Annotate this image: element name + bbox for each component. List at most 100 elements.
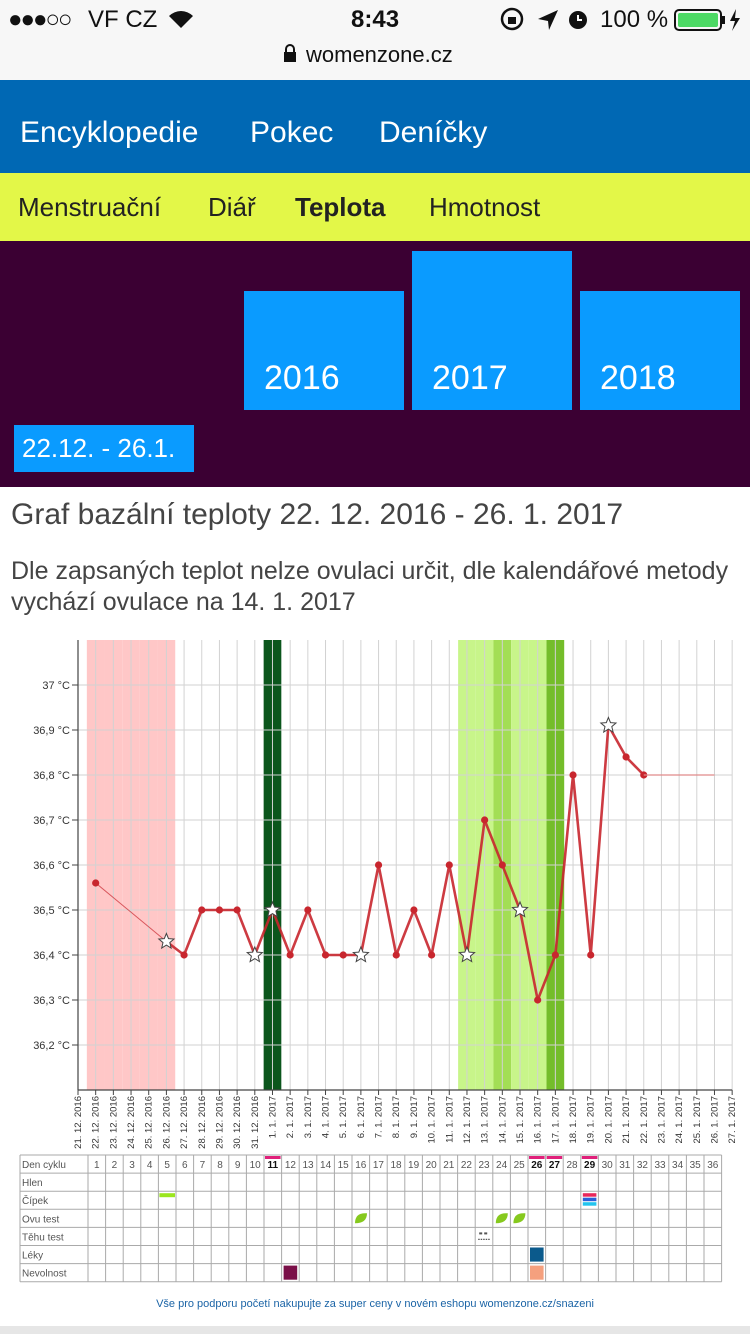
entry-part — [283, 1265, 298, 1280]
x-tick-label: 20. 1. 2017 — [603, 1096, 614, 1144]
nav-item[interactable]: Pokec — [250, 116, 334, 149]
cycle-day: 11 — [268, 1160, 279, 1171]
x-tick-label: 17. 1. 2017 — [550, 1096, 561, 1144]
x-tick-label: 22. 12. 2016 — [91, 1096, 102, 1149]
period-button[interactable]: 22.12. - 26.1. — [14, 425, 194, 472]
cycle-day: 12 — [285, 1160, 297, 1171]
battery-level: 100 % — [600, 6, 669, 33]
y-tick-label: 36,4 °C — [33, 950, 70, 962]
dot-marker — [498, 861, 506, 869]
y-tick-label: 37 °C — [42, 680, 70, 692]
x-tick-label: 6. 1. 2017 — [356, 1096, 367, 1138]
year-label: 2016 — [264, 359, 340, 397]
cycle-day: 18 — [390, 1160, 402, 1171]
dot-marker — [392, 951, 400, 959]
year-tile[interactable]: 2016 — [244, 291, 404, 410]
entry-part — [513, 1213, 526, 1224]
subnav-item[interactable]: Hmotnost — [429, 192, 541, 222]
cycle-day: 27 — [549, 1160, 561, 1171]
temperature-line — [165, 724, 645, 1002]
x-tick-label: 19. 1. 2017 — [586, 1096, 597, 1144]
footer-link[interactable]: Vše pro podporu početí nakupujte za supe… — [156, 1298, 594, 1310]
cycle-day: 32 — [637, 1160, 649, 1171]
chart: 21. 12. 2016 22. 12. 2016 23. 12. 2016 24. … — [0, 640, 750, 1334]
lock-icon — [284, 44, 296, 62]
gap-bridge — [95, 882, 167, 942]
cycle-day: 26 — [531, 1160, 543, 1171]
x-tick-label: 28. 12. 2016 — [197, 1096, 208, 1149]
entry-leaf — [513, 1213, 526, 1224]
dot-marker — [233, 906, 241, 914]
entry-part — [484, 1232, 488, 1235]
cycle-day: 23 — [478, 1160, 490, 1171]
cycle-day: 29 — [584, 1160, 596, 1171]
cycle-day: 2 — [112, 1160, 118, 1171]
x-tick-label: 23. 1. 2017 — [656, 1096, 667, 1144]
x-tick-label: 13. 1. 2017 — [480, 1096, 491, 1144]
x-tick-label: 24. 1. 2017 — [674, 1096, 685, 1144]
x-tick-label: 23. 12. 2016 — [108, 1096, 119, 1149]
x-tick-label: 21. 1. 2017 — [621, 1096, 632, 1144]
entry-part — [355, 1213, 367, 1224]
year-selector: 2016 2017 2018 22.12. - 26.1. — [0, 241, 750, 487]
nav-item[interactable]: Deníčky — [379, 116, 488, 149]
y-tick-label: 36,6 °C — [33, 860, 70, 872]
day-highlight — [529, 1156, 545, 1159]
entry-part — [582, 1202, 597, 1206]
x-tick-label: 29. 12. 2016 — [214, 1096, 225, 1149]
cycle-day: 14 — [320, 1160, 332, 1171]
dot-marker — [339, 951, 347, 959]
entry-part — [582, 1193, 597, 1197]
x-tick-label: 30. 12. 2016 — [232, 1096, 243, 1149]
entry-part — [495, 1213, 508, 1224]
url[interactable]: womenzone.cz — [306, 42, 453, 67]
entry-bar — [159, 1193, 175, 1198]
day-highlight — [546, 1156, 563, 1159]
year-tile-active[interactable]: 2017 — [412, 251, 572, 410]
subnav-item[interactable]: Diář — [208, 192, 256, 222]
x-tick-label: 27. 1. 2017 — [727, 1096, 738, 1144]
subnav-item-active[interactable]: Teplota — [295, 192, 386, 222]
year-tile[interactable]: 2018 — [580, 291, 740, 410]
cycle-day: 30 — [602, 1160, 614, 1171]
subnav-item[interactable]: Menstruační — [18, 192, 162, 222]
x-tick-label: 15. 1. 2017 — [515, 1096, 526, 1144]
cycle-day: 6 — [182, 1160, 188, 1171]
x-tick-label: 22. 1. 2017 — [639, 1096, 650, 1144]
row-label: Čípek — [22, 1194, 49, 1207]
dot-marker — [374, 861, 383, 869]
star-marker — [157, 932, 176, 950]
wifi-icon — [169, 11, 193, 28]
dot-marker — [321, 951, 330, 959]
cycle-day: 36 — [707, 1160, 719, 1171]
dot-marker — [481, 816, 489, 824]
x-tick-label: 25. 12. 2016 — [144, 1096, 155, 1149]
cycle-day: 16 — [355, 1160, 367, 1171]
dot-marker — [445, 861, 453, 869]
entry-leaf — [355, 1213, 367, 1224]
y-tick-label: 36,3 °C — [33, 995, 70, 1007]
x-tick-label: 26. 1. 2017 — [709, 1096, 720, 1144]
star-marker — [599, 716, 618, 734]
cycle-day: 25 — [514, 1160, 526, 1171]
cycle-day: 8 — [217, 1160, 223, 1171]
x-tick-label: 5. 1. 2017 — [338, 1096, 349, 1138]
x-tick-label: 21. 12. 2016 — [73, 1096, 84, 1149]
cycle-day: 34 — [672, 1160, 684, 1171]
cycle-day: 15 — [338, 1160, 350, 1171]
dot-marker — [410, 906, 418, 914]
cycle-day: 5 — [164, 1160, 170, 1171]
cycle-day: 24 — [496, 1160, 508, 1171]
entry-square — [530, 1265, 544, 1280]
x-tick-label: 14. 1. 2017 — [497, 1096, 508, 1144]
year-label: 2017 — [432, 359, 508, 397]
nav-item[interactable]: Encyklopedie — [20, 116, 199, 149]
entry-test — [478, 1232, 491, 1241]
entry-part — [530, 1247, 544, 1262]
main-nav: Encyklopedie Pokec Deníčky — [0, 80, 750, 173]
entry-part — [159, 1193, 175, 1198]
cycle-day: 21 — [443, 1160, 455, 1171]
dot-marker — [534, 996, 542, 1004]
row-label: Ovu test — [22, 1214, 59, 1225]
